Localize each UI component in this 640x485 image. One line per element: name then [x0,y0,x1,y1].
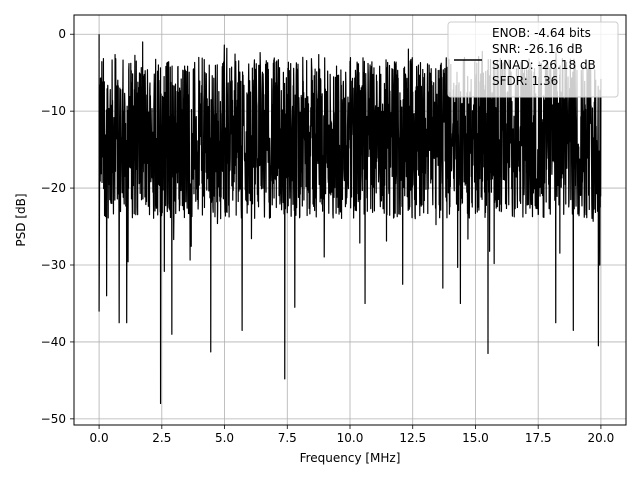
y-tick-label: −30 [41,258,66,272]
legend-enob-text: ENOB: -4.64 bits [492,26,591,40]
x-tick-label: 20.0 [588,431,615,445]
y-tick-label: 0 [58,27,66,41]
x-tick-label: 15.0 [462,431,489,445]
x-tick-label: 5.0 [215,431,234,445]
legend-sfdr-text: SFDR: 1.36 [492,74,558,88]
y-axis-label: PSD [dB] [14,193,28,246]
x-tick-label: 10.0 [337,431,364,445]
x-axis-label: Frequency [MHz] [300,451,401,465]
legend-snr-text: SNR: -26.16 dB [492,42,583,56]
psd-series-line [98,34,602,405]
legend: ENOB: -4.64 bits SNR: -26.16 dB SINAD: -… [447,21,619,98]
y-tick-label: −20 [41,181,66,195]
y-tick-label: −50 [41,412,66,426]
x-tick-label: 2.5 [152,431,171,445]
x-tick-label: 17.5 [525,431,552,445]
legend-sinad-text: SINAD: -26.18 dB [492,58,596,72]
legend-box [447,21,619,98]
series-layer [98,34,602,405]
ticks-layer: 0.0 2.5 5.0 7.5 10.0 12.5 15.0 17.5 20.0 0 −10 −20 −… [41,27,615,445]
y-tick-label: −40 [41,335,66,349]
x-tick-label: 12.5 [399,431,426,445]
x-tick-label: 0.0 [90,431,109,445]
y-tick-label: −10 [41,104,66,118]
x-tick-label: 7.5 [278,431,297,445]
